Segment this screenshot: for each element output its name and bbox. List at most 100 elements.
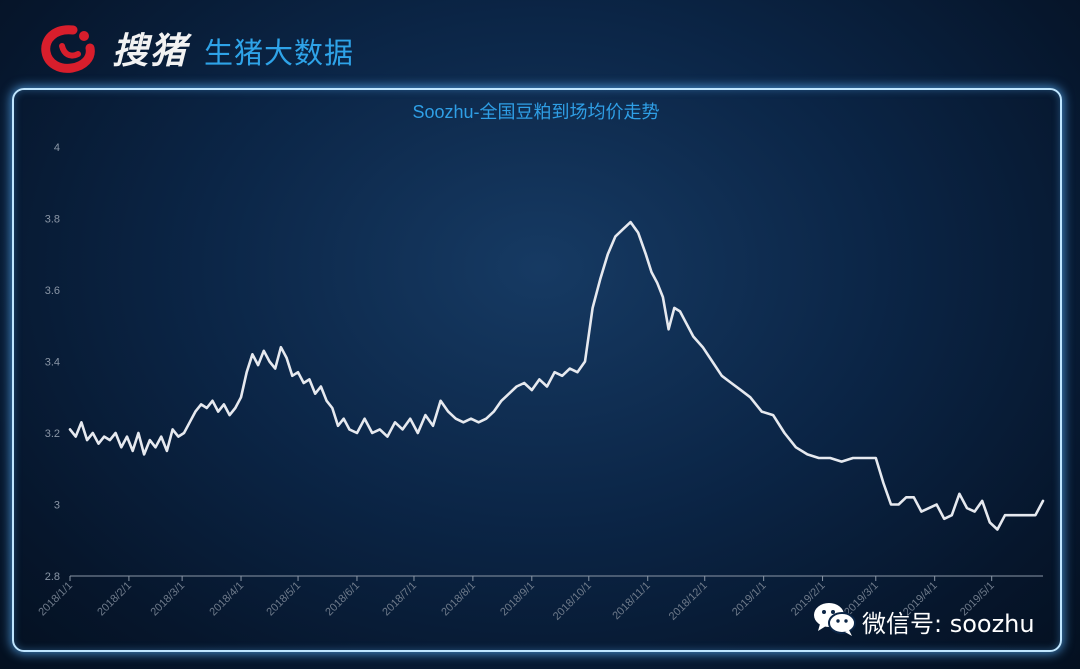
data-point: [576, 371, 579, 374]
data-point: [424, 414, 427, 417]
data-point: [561, 374, 564, 377]
data-point: [644, 253, 647, 256]
data-point: [363, 417, 366, 420]
data-point: [103, 435, 106, 438]
data-point: [109, 439, 111, 442]
data-point: [920, 510, 923, 513]
data-point: [912, 496, 915, 499]
data-point: [194, 410, 197, 413]
data-point: [650, 271, 653, 274]
data-point: [966, 507, 968, 509]
data-point: [394, 421, 396, 424]
data-point: [950, 514, 953, 517]
data-point: [337, 424, 339, 427]
data-point: [120, 446, 123, 449]
data-point: [783, 432, 786, 434]
data-point: [591, 306, 594, 309]
data-point: [739, 389, 742, 391]
data-point: [171, 428, 174, 431]
data-point: [371, 432, 374, 434]
data-point: [981, 500, 984, 502]
data-point: [720, 374, 723, 377]
data-point: [257, 364, 260, 366]
data-point: [131, 449, 134, 452]
watermark-text: 微信号: soozhu: [862, 610, 1035, 638]
data-point: [973, 510, 976, 513]
data-point: [200, 403, 203, 406]
y-tick-label: 3.4: [45, 357, 60, 369]
x-tick-label: 2018/5/1: [264, 580, 303, 619]
data-point: [905, 496, 908, 499]
data-point: [91, 432, 94, 434]
brand-subtitle: 生猪大数据: [204, 36, 355, 70]
data-point: [935, 503, 938, 506]
y-tick-label: 2.8: [45, 571, 60, 583]
data-point: [297, 371, 299, 374]
x-tick-label: 2018/7/1: [380, 580, 419, 619]
data-point: [378, 428, 381, 431]
data-point: [996, 528, 999, 531]
data-point: [1019, 514, 1022, 517]
data-point: [401, 428, 404, 431]
chart-panel: [12, 88, 1062, 652]
data-point: [817, 457, 820, 459]
x-tick-label: 2018/6/1: [323, 580, 362, 619]
chart-title: Soozhu-全国豆粕到场均价走势: [412, 102, 659, 122]
data-point: [143, 453, 146, 456]
data-point: [1042, 500, 1044, 502]
data-point: [308, 378, 311, 381]
data-point: [806, 453, 809, 456]
data-point: [1004, 514, 1006, 517]
data-point: [160, 435, 163, 438]
data-point: [74, 435, 77, 438]
y-tick-label: 3.8: [45, 214, 60, 226]
data-point: [69, 428, 71, 431]
data-point: [538, 378, 541, 381]
data-point: [943, 517, 946, 520]
data-point: [840, 460, 843, 463]
data-point: [928, 507, 930, 509]
data-point: [599, 278, 602, 281]
series-group: [68, 220, 1045, 531]
x-tick-label: 2018/3/1: [148, 580, 187, 619]
data-point: [188, 421, 191, 424]
data-point: [205, 407, 208, 409]
data-point: [692, 335, 695, 338]
data-point: [852, 457, 854, 459]
y-tick-label: 3.2: [45, 428, 60, 440]
data-point: [515, 385, 518, 388]
series-line: [68, 220, 1045, 531]
data-point: [409, 417, 412, 420]
data-point: [331, 407, 334, 409]
data-point: [268, 360, 271, 363]
data-point: [234, 407, 237, 409]
data-point: [679, 310, 681, 313]
data-point: [245, 371, 248, 374]
x-tick-label: 2018/1/1: [36, 580, 75, 619]
x-tick-label: 2018/2/1: [95, 580, 134, 619]
data-point: [240, 396, 242, 399]
data-point: [553, 371, 556, 374]
data-point: [80, 421, 83, 424]
x-tick-label: 2018/10/1: [551, 580, 594, 623]
data-point: [126, 435, 128, 438]
data-point: [629, 221, 632, 223]
data-point: [863, 457, 866, 459]
data-point: [447, 410, 450, 413]
data-point: [439, 399, 442, 402]
data-point: [760, 410, 763, 413]
data-point: [1026, 514, 1029, 517]
data-point: [622, 228, 624, 231]
data-point: [223, 403, 225, 406]
x-tick-label: 2019/1/1: [730, 580, 769, 619]
data-point: [462, 421, 465, 424]
data-point: [348, 428, 351, 431]
data-point: [154, 446, 157, 449]
data-point: [730, 382, 733, 384]
data-point: [711, 360, 714, 363]
data-point: [416, 432, 419, 434]
data-point: [606, 253, 609, 256]
data-point: [211, 399, 214, 402]
data-point: [177, 435, 180, 438]
